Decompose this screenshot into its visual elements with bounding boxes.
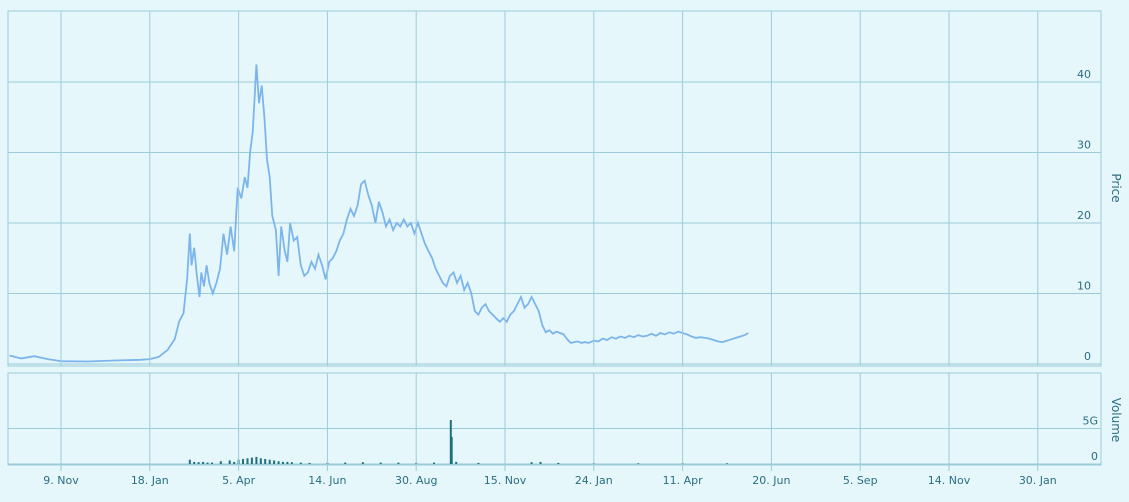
volume-bar [397, 462, 400, 464]
x-tick-label: 30. Aug [395, 474, 437, 487]
price-axis-title: Price [1109, 173, 1123, 202]
volume-bars [188, 420, 728, 464]
price-y-tick-label: 10 [1077, 280, 1091, 293]
x-tick-label: 15. Nov [484, 474, 527, 487]
price-line [9, 64, 749, 363]
volume-bar [233, 461, 236, 464]
volume-bar [637, 463, 640, 464]
x-tick-label: 20. Jun [752, 474, 790, 487]
price-y-tick-label: 30 [1077, 139, 1091, 152]
volume-bar [211, 462, 213, 464]
volume-bar [197, 462, 200, 464]
x-tick-label: 11. Apr [663, 474, 703, 487]
volume-bar [286, 461, 289, 464]
volume-bar [455, 461, 458, 464]
volume-bar [268, 459, 271, 464]
volume-bar [726, 463, 728, 464]
volume-bar [277, 461, 280, 464]
volume-bar [273, 460, 276, 464]
price-y-tick-label: 40 [1077, 68, 1091, 81]
volume-bar [250, 457, 253, 464]
price-y-tick-label: 20 [1077, 209, 1091, 222]
volume-y-tick-label: 0 [1091, 450, 1098, 463]
volume-bar [219, 461, 222, 464]
volume-bar [188, 459, 191, 464]
price-y-ticks: 0 10 20 30 40 [1077, 68, 1091, 363]
volume-axis-title: Volume [1109, 398, 1123, 443]
volume-bar [202, 461, 205, 464]
volume-bar [206, 462, 209, 464]
volume-y-ticks: 0 5G [1082, 415, 1098, 464]
x-tick-label: 24. Jan [575, 474, 613, 487]
volume-bar [539, 461, 542, 464]
volume-bar [242, 459, 244, 464]
volume-panel: 0 5G Volume [7, 372, 1123, 466]
volume-bar [193, 461, 196, 464]
price-gridlines [7, 10, 1102, 367]
x-axis-ticks: 9. Nov 18. Jan 5. Apr 14. Jun 30. Aug 15. Nov… [43, 474, 1057, 487]
x-tick-label: 30. Jan [1019, 474, 1057, 487]
x-tick-label: 14. Jun [308, 474, 346, 487]
volume-bar [255, 456, 258, 464]
volume-bar [308, 462, 311, 464]
volume-bar [344, 462, 347, 464]
price-panel: 0 10 20 30 40 Price [7, 10, 1123, 367]
volume-gridlines [7, 372, 1102, 466]
price-y-tick-label: 0 [1084, 350, 1091, 363]
x-tick-label: 9. Nov [43, 474, 79, 487]
volume-bar [299, 462, 302, 464]
x-tick-label: 18. Jan [131, 474, 169, 487]
volume-bar [450, 437, 453, 464]
volume-bar [259, 458, 262, 464]
volume-bar [282, 461, 284, 464]
volume-panel-border [7, 372, 1102, 466]
volume-bar [477, 462, 480, 464]
volume-bar [228, 460, 231, 464]
x-tick-label: 14. Nov [928, 474, 971, 487]
x-gridlines [60, 11, 1039, 471]
volume-bar [290, 462, 293, 464]
volume-bar [379, 462, 382, 464]
volume-bar [361, 462, 364, 464]
volume-bar [246, 458, 249, 464]
volume-bar [530, 462, 533, 464]
x-tick-label: 5. Sep [843, 474, 878, 487]
x-tick-label: 5. Apr [222, 474, 255, 487]
price-panel-border [7, 10, 1102, 367]
volume-bar [433, 462, 435, 464]
volume-y-tick-label: 5G [1082, 415, 1098, 428]
volume-bar [557, 462, 560, 464]
volume-bar [264, 459, 267, 464]
